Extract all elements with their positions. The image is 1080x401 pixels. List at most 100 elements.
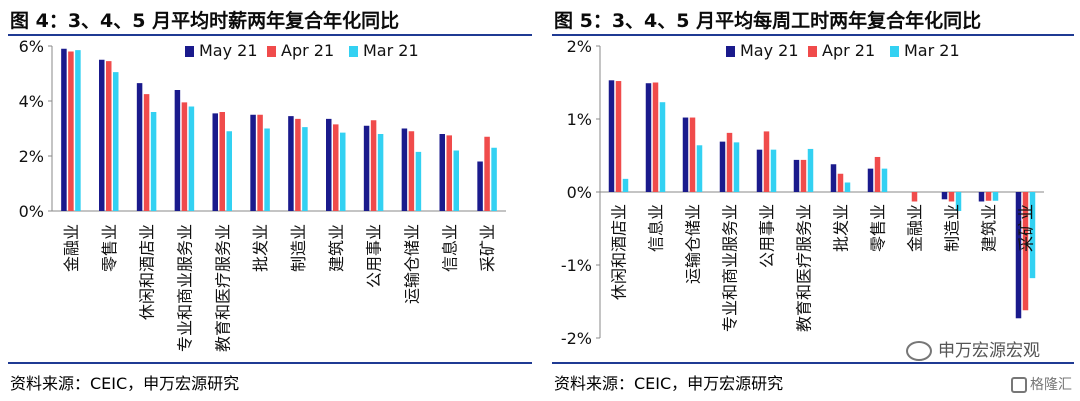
x-category-label: 金融业 (62, 224, 81, 272)
bar (99, 59, 105, 211)
watermark-2: 格隆汇 (1011, 374, 1072, 394)
y-tick-label: -1% (561, 256, 592, 275)
bar (1029, 192, 1036, 279)
bar (181, 102, 188, 211)
legend-label: Mar 21 (363, 41, 419, 60)
right-chart-panel: 图 5：3、4、5 月平均每周工时两年复合年化同比 -2% -1% 0% 1% 2% 休闲… (544, 0, 1080, 401)
bar (652, 82, 659, 192)
left-source-note: 资料来源：CEIC，申万宏源研究 (10, 374, 240, 393)
x-category-label: 建筑业 (327, 224, 346, 272)
bar (75, 50, 81, 211)
y-tick-label: 2% (567, 37, 592, 56)
x-category-label: 教育和医疗服务业 (795, 204, 814, 332)
bar (250, 114, 256, 211)
bar (955, 192, 962, 211)
bar (800, 159, 807, 192)
legend-swatch (185, 46, 194, 57)
left-chart-panel: 图 4：3、4、5 月平均时薪两年复合年化同比 0% 2% 4% 6% 金融业 零售业 休闲… (0, 0, 538, 401)
bar (978, 192, 985, 202)
legend-swatch (726, 46, 735, 57)
bar (453, 150, 459, 211)
bar (763, 131, 770, 192)
bar (219, 112, 225, 211)
x-category-label: 休闲和酒店业 (610, 204, 629, 300)
bar (830, 164, 837, 192)
bar (726, 132, 733, 192)
bar (439, 134, 445, 211)
bar (807, 148, 814, 192)
bar (948, 192, 955, 202)
left-source-rule (8, 362, 532, 364)
bar (377, 134, 384, 211)
x-category-label: 信息业 (440, 224, 459, 272)
bar (212, 113, 218, 211)
bar (491, 147, 497, 211)
bar (446, 135, 452, 211)
bar (340, 132, 346, 211)
x-category-label: 制造业 (289, 224, 308, 272)
legend-label: Apr 21 (281, 41, 334, 60)
bar (295, 118, 301, 211)
bar (689, 117, 696, 192)
legend-label: Mar 21 (904, 41, 960, 60)
legend-swatch (267, 46, 276, 57)
watermark-2-text: 格隆汇 (1030, 377, 1072, 393)
bar (477, 161, 483, 211)
right-source-note: 资料来源：CEIC，申万宏源研究 (554, 374, 784, 393)
bar (136, 83, 143, 211)
bar (696, 145, 703, 192)
legend-swatch (349, 46, 358, 57)
bar (992, 192, 999, 201)
bar (659, 102, 666, 192)
bar (288, 116, 294, 211)
bar (622, 178, 629, 192)
y-tick-label: 0% (19, 202, 44, 221)
y-tick-label: 4% (19, 92, 44, 111)
bar (793, 159, 800, 192)
bar (733, 142, 740, 192)
legend-swatch (890, 46, 899, 57)
bar (363, 125, 370, 211)
y-tick-label: 0% (567, 183, 592, 202)
legend-swatch (808, 46, 817, 57)
y-tick-label: 1% (567, 110, 592, 129)
x-category-label: 公用事业 (758, 204, 777, 268)
bar (370, 120, 377, 211)
bar (61, 48, 67, 211)
x-category-label: 休闲和酒店业 (138, 224, 157, 320)
bar (719, 141, 726, 192)
x-category-label: 采矿业 (478, 224, 497, 272)
bar (143, 94, 150, 211)
bar (881, 168, 888, 192)
right-source-rule (552, 362, 1074, 364)
bar (1015, 192, 1022, 319)
x-category-label: 公用事业 (365, 224, 384, 288)
bar (174, 90, 181, 211)
x-category-label: 专业和商业服务业 (175, 224, 194, 352)
bar (226, 131, 232, 211)
x-category-label: 零售业 (100, 224, 119, 272)
x-category-label: 批发业 (832, 204, 851, 252)
legend-label: May 21 (199, 41, 258, 60)
bar (326, 118, 332, 211)
bar (264, 128, 270, 211)
x-category-label: 采矿业 (1017, 204, 1036, 252)
y-tick-label: -2% (561, 329, 592, 348)
left-bar-chart: 0% 2% 4% 6% 金融业 零售业 休闲和酒店业 专业和商业服务业 教育和医疗服务业 批发业制… (19, 37, 506, 352)
x-category-label: 专业和商业服务业 (721, 204, 740, 332)
wechat-icon (906, 341, 932, 361)
bar (113, 72, 119, 211)
bar (302, 127, 308, 211)
x-category-label: 运输仓储业 (684, 204, 703, 284)
x-category-label: 教育和医疗服务业 (213, 224, 232, 352)
bar (415, 151, 422, 211)
y-tick-label: 6% (19, 37, 44, 56)
bar (608, 80, 615, 192)
bar (68, 51, 74, 211)
bar (408, 131, 415, 211)
bar (1022, 192, 1029, 311)
bar (484, 136, 490, 211)
watermark: 申万宏源宏观 (906, 336, 1040, 361)
gelonghui-icon (1011, 377, 1027, 393)
bar (867, 168, 874, 192)
